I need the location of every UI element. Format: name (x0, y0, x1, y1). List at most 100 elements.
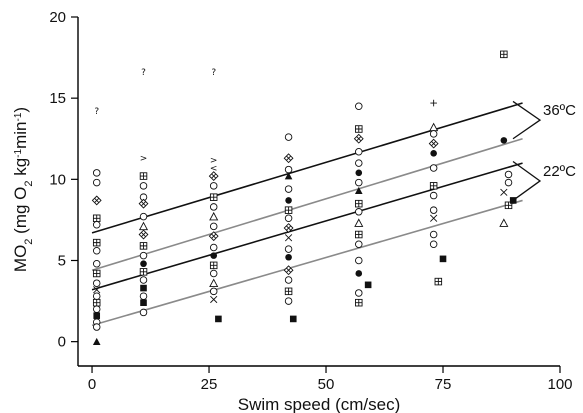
data-point (430, 99, 437, 107)
data-point (208, 171, 219, 182)
data-point (353, 133, 364, 144)
data-point (92, 238, 101, 247)
data-point (355, 240, 363, 249)
data-point (139, 292, 148, 300)
data-point (209, 278, 219, 287)
data-point (92, 279, 101, 287)
data-point (354, 218, 364, 227)
fit-line-22c-black (91, 162, 523, 291)
data-point (92, 305, 101, 313)
svg-text:>: > (140, 154, 148, 164)
data-point (92, 214, 101, 223)
data-point (500, 188, 508, 196)
regression-lines (91, 102, 523, 327)
data-point (284, 206, 293, 214)
data-point (92, 337, 101, 345)
data-point (285, 197, 292, 204)
data-point (284, 172, 293, 180)
data-point (210, 295, 218, 304)
data-point (92, 221, 101, 229)
data-point (284, 245, 293, 253)
x-tick-label: 0 (88, 376, 96, 393)
data-point (283, 153, 294, 164)
data-point (355, 270, 363, 277)
data-point (284, 214, 293, 223)
data-point (283, 223, 294, 233)
data-point (429, 122, 439, 132)
y-tick-label: 10 (49, 171, 66, 188)
fit-line-36c-gray (91, 137, 523, 271)
data-point (355, 298, 363, 307)
data-point (428, 138, 439, 149)
data-point (209, 222, 218, 231)
data-point (93, 312, 101, 319)
data-point (209, 261, 218, 270)
data-point (429, 230, 438, 239)
data-point (439, 255, 447, 263)
data-point (284, 234, 293, 242)
data-point (500, 137, 508, 144)
data-point (284, 133, 293, 141)
x-tick-label: 50 (318, 376, 335, 393)
data-point (209, 193, 218, 201)
data-point (139, 212, 148, 221)
data-point (210, 252, 218, 259)
data-point (355, 159, 363, 167)
data-point (434, 277, 443, 286)
data-point: ? (94, 107, 99, 117)
axes-frame (77, 17, 560, 367)
data-point: < (210, 164, 218, 174)
y-tick-label: 20 (49, 9, 66, 26)
data-point (285, 253, 292, 261)
data-points: ?? ?> >< (91, 50, 517, 345)
data-point (91, 195, 102, 206)
data-point (429, 182, 438, 190)
data-point (355, 208, 363, 216)
data-point (355, 147, 363, 156)
data-point (284, 185, 293, 193)
x-axis-title: Swim speed (cm/sec) (238, 395, 400, 413)
data-point (209, 203, 218, 211)
data-point (355, 199, 363, 208)
data-point (209, 287, 218, 296)
bracket-label: 22ºC (543, 163, 576, 180)
data-point (355, 169, 363, 177)
bracket-chevron (512, 160, 542, 201)
data-point (504, 178, 513, 187)
data-point: ? (141, 68, 146, 78)
data-point (209, 182, 218, 190)
data-point (289, 315, 297, 323)
data-point (355, 125, 363, 133)
data-point (139, 251, 148, 260)
x-tick-label: 25 (201, 376, 218, 393)
data-point (500, 50, 508, 59)
svg-text:>: > (210, 156, 218, 166)
data-point (430, 214, 438, 222)
data-point (355, 256, 363, 265)
data-point (355, 289, 363, 297)
data-point (92, 323, 101, 331)
bracket-chevron (512, 100, 542, 140)
data-point (140, 260, 147, 268)
data-point (139, 242, 148, 250)
data-point (215, 315, 222, 323)
data-point (92, 246, 101, 255)
data-point: > (140, 154, 148, 164)
data-point (429, 130, 438, 138)
data-point (140, 299, 147, 306)
data-point (499, 218, 509, 227)
data-point (504, 201, 513, 210)
data-point (355, 178, 363, 187)
data-point (139, 276, 148, 284)
data-point (429, 240, 438, 249)
svg-text:<: < (210, 164, 218, 174)
data-point (354, 186, 363, 194)
data-point (284, 165, 293, 174)
data-point (429, 164, 438, 172)
fit-line-36c-black (91, 102, 523, 234)
data-point: > (210, 156, 218, 166)
data-point (92, 298, 101, 307)
data-point (139, 308, 148, 317)
data-point (284, 287, 293, 296)
